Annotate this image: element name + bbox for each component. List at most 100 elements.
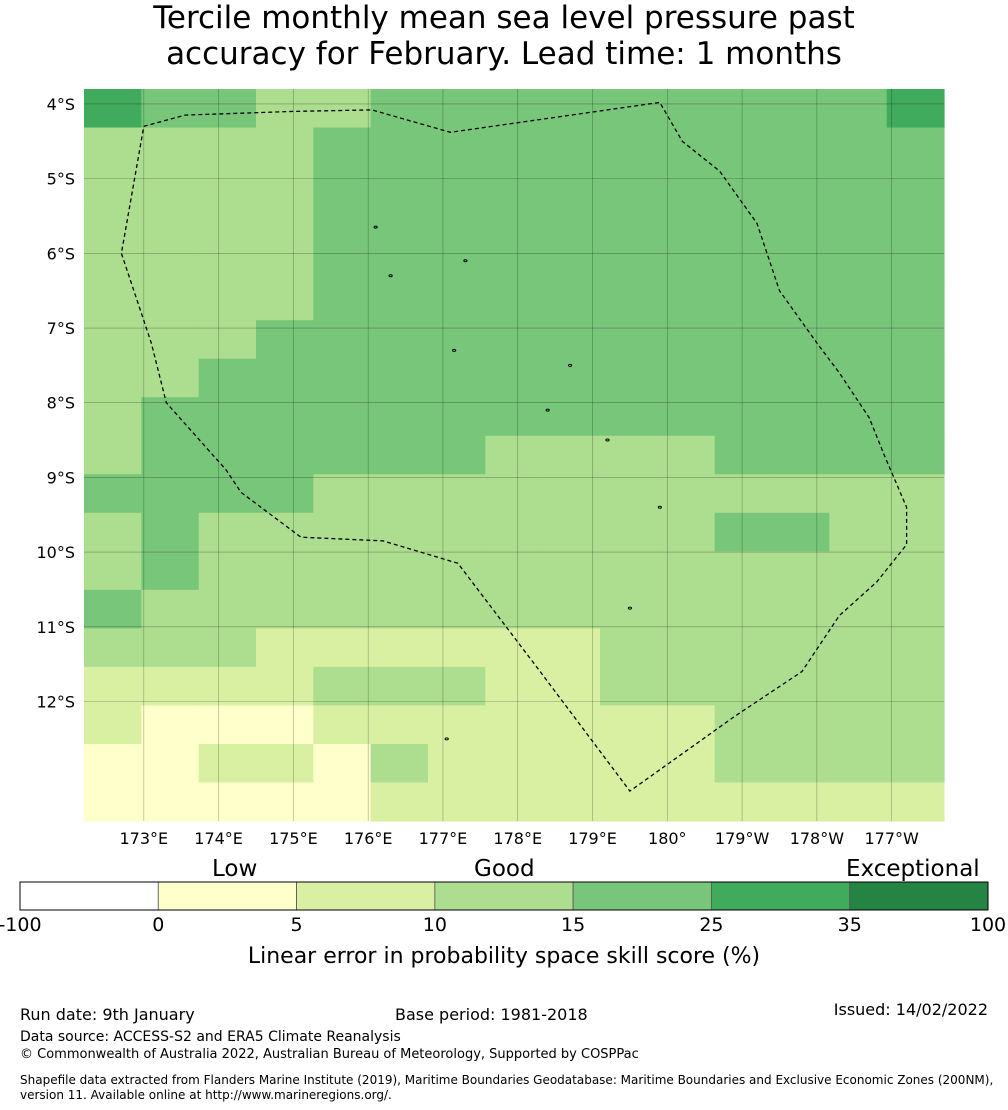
skill-cell: [84, 127, 142, 167]
skill-cell: [428, 589, 486, 629]
skill-cell: [370, 127, 429, 167]
skill-cell: [886, 320, 945, 360]
skill-cell: [600, 204, 658, 244]
skill-cell: [600, 512, 658, 552]
colorbar-segment: [434, 881, 574, 911]
skill-cell: [657, 743, 716, 784]
skill-cell: [84, 474, 142, 514]
chart-title: Tercile monthly mean sea level pressure …: [0, 0, 1008, 72]
skill-cell: [542, 204, 601, 244]
skill-cell: [313, 782, 372, 822]
skill-cell: [829, 512, 888, 552]
skill-cell: [485, 743, 544, 784]
island: [627, 606, 633, 610]
skill-cell: [772, 435, 830, 475]
skill-cell: [657, 551, 716, 591]
skill-cell: [198, 551, 257, 591]
skill-cell: [542, 89, 601, 129]
skill-cell: [198, 512, 257, 552]
skill-cell: [600, 281, 658, 321]
skill-cell: [542, 512, 601, 552]
colorbar: [19, 881, 989, 911]
skill-cell: [84, 551, 142, 591]
skill-cell: [657, 358, 716, 398]
skill-cell: [657, 512, 716, 552]
skill-cell: [370, 628, 429, 668]
longitude-label: 178°E: [493, 829, 542, 848]
skill-cell: [657, 397, 716, 437]
skill-cell: [714, 589, 773, 629]
skill-cell: [714, 474, 773, 514]
island: [657, 505, 662, 509]
skill-cell: [84, 281, 142, 321]
skill-cell: [485, 281, 544, 321]
skill-cell: [886, 435, 945, 475]
skill-cell: [714, 435, 773, 475]
skill-cell: [772, 743, 830, 784]
latitude-labels: 4°S 5°S 6°S 7°S 8°S 9°S 10°S 11°S 12°S: [36, 95, 75, 712]
skill-cell: [714, 705, 773, 745]
skill-cell: [772, 551, 830, 591]
skill-cell: [313, 589, 372, 629]
skill-cell: [600, 397, 658, 437]
skill-cell: [370, 166, 429, 206]
colorbar-segment: [572, 881, 712, 911]
skill-cell: [313, 628, 372, 668]
longitude-label: 179°W: [715, 829, 770, 848]
skill-cell: [714, 166, 773, 206]
category-exceptional: Exceptional: [846, 856, 980, 882]
skill-cell: [198, 358, 257, 398]
skill-cell: [657, 166, 716, 206]
latitude-label: 8°S: [47, 394, 75, 413]
colorbar-segment: [19, 881, 159, 911]
skill-cell: [772, 628, 830, 668]
skill-cell: [600, 705, 658, 745]
skill-cell: [485, 204, 544, 244]
skill-cell: [542, 281, 601, 321]
skill-cell: [600, 551, 658, 591]
skill-cell: [485, 628, 544, 668]
skill-cell: [485, 89, 544, 129]
skill-cell: [256, 782, 314, 822]
skill-cell: [370, 705, 429, 745]
island: [373, 225, 378, 229]
skill-cell: [141, 474, 200, 514]
skill-cell: [84, 512, 142, 552]
skill-cell: [714, 628, 773, 668]
skill-cell: [657, 628, 716, 668]
island: [463, 259, 468, 263]
skill-cell: [485, 589, 544, 629]
skill-cell: [256, 166, 314, 206]
skill-cell: [714, 782, 773, 822]
skill-cell: [714, 243, 773, 283]
skill-cell: [84, 320, 142, 360]
skill-cell: [141, 589, 200, 629]
issued-date: Issued: 14/02/2022: [833, 1000, 988, 1019]
longitude-label: 174°E: [194, 829, 243, 848]
skill-cell: [657, 589, 716, 629]
skill-cell: [84, 589, 142, 629]
skill-cell: [141, 743, 200, 784]
latitude-label: 12°S: [36, 692, 75, 711]
skill-cell: [657, 435, 716, 475]
skill-cell: [829, 589, 888, 629]
skill-cell: [714, 204, 773, 244]
skill-cell: [256, 628, 314, 668]
skill-cell: [198, 89, 257, 129]
skill-cell: [657, 474, 716, 514]
skill-cell: [198, 397, 257, 437]
skill-cell: [428, 743, 486, 784]
skill-cell: [141, 243, 200, 283]
skill-cell: [886, 666, 945, 707]
skill-cell: [370, 551, 429, 591]
skill-cell: [370, 666, 429, 707]
skill-cell: [84, 666, 142, 707]
skill-cell: [141, 551, 200, 591]
skill-cell: [198, 628, 257, 668]
shapefile-credit-line-1: Shapefile data extracted from Flanders M…: [20, 1073, 994, 1087]
skill-cell: [886, 589, 945, 629]
skill-cell: [657, 204, 716, 244]
skill-cell: [313, 474, 372, 514]
skill-cell: [542, 166, 601, 206]
skill-cell: [84, 743, 142, 784]
